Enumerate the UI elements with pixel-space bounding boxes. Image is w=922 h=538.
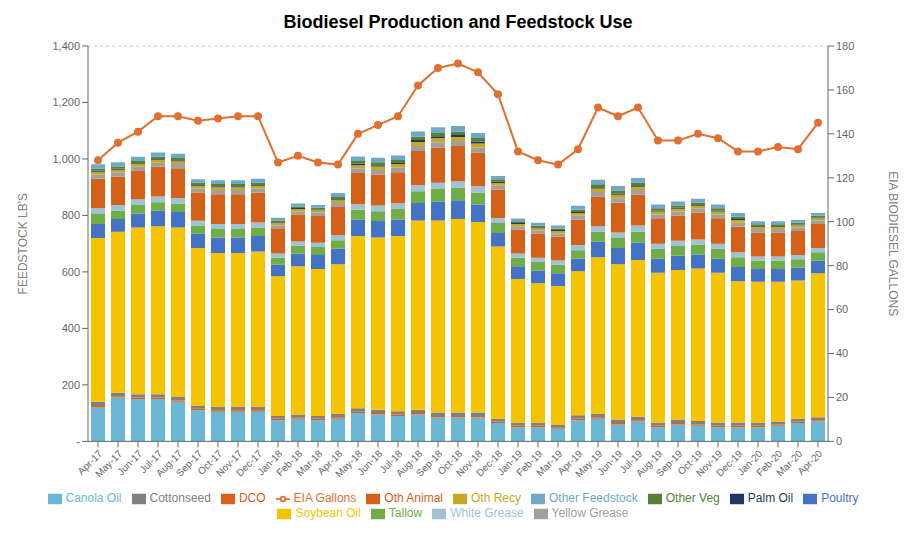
svg-text:Aug-18: Aug-18 [393, 448, 425, 479]
html-text:Canola Oil: Canola Oil [65, 491, 122, 506]
svg-text:Apr-17: Apr-17 [75, 448, 105, 477]
svg-text:200: 200 [62, 379, 80, 391]
svg-text:Aug-17: Aug-17 [153, 448, 185, 479]
svg-text:160: 160 [836, 84, 854, 96]
html-text:DCO: DCO [238, 491, 266, 506]
svg-text:60: 60 [836, 303, 848, 315]
svg-text:600: 600 [62, 266, 80, 278]
svg-text:80: 80 [836, 260, 848, 272]
svg-text:Apr-19: Apr-19 [555, 448, 585, 477]
svg-text:Jan-19: Jan-19 [495, 448, 525, 478]
html-text:EIA Gallons: EIA Gallons [293, 491, 357, 506]
html-text:Palm Oil: Palm Oil [747, 491, 794, 506]
svg-text:FEEDSTOCK LB'S: FEEDSTOCK LB'S [16, 193, 30, 294]
svg-text:Sep-19: Sep-19 [653, 448, 685, 479]
svg-text:120: 120 [836, 172, 854, 184]
svg-text:1,200: 1,200 [52, 96, 80, 108]
svg-text:Aug-19: Aug-19 [633, 448, 665, 479]
svg-text:Sep-18: Sep-18 [413, 448, 445, 479]
html-text:Other Veg: Other Veg [665, 491, 720, 506]
svg-text:-: - [76, 435, 80, 447]
svg-text:Jan-20: Jan-20 [735, 448, 765, 478]
svg-text:Mar-20: Mar-20 [774, 448, 805, 479]
html-text:Poultry: Poultry [821, 491, 859, 506]
html-text:Oth Recy: Oth Recy [471, 491, 521, 506]
html-text:Biodiesel Production and Feeds: Biodiesel Production and Feedstock Use [283, 12, 633, 32]
svg-text:Jun-17: Jun-17 [115, 448, 145, 478]
svg-text:Feb-19: Feb-19 [514, 448, 545, 479]
svg-text:Dec-17: Dec-17 [233, 448, 265, 479]
html-text:White Grease: White Grease [450, 506, 524, 521]
svg-text:40: 40 [836, 347, 848, 359]
svg-text:May-18: May-18 [333, 448, 365, 480]
svg-text:1,000: 1,000 [52, 153, 80, 165]
svg-text:Mar-18: Mar-18 [294, 448, 325, 479]
svg-text:Dec-18: Dec-18 [473, 448, 505, 479]
html-text:Yellow Grease: Yellow Grease [551, 506, 629, 521]
svg-text:EIA BIODIESEL GALLONS: EIA BIODIESEL GALLONS [886, 171, 900, 316]
svg-text:Nov-18: Nov-18 [453, 448, 485, 479]
svg-text:Apr-18: Apr-18 [315, 448, 345, 477]
html-text:Soybean Oil: Soybean Oil [295, 506, 361, 521]
svg-text:1,400: 1,400 [52, 40, 80, 52]
html-text:Oth Animal: Oth Animal [384, 491, 443, 506]
svg-text:Feb-18: Feb-18 [274, 448, 305, 479]
svg-text:May-17: May-17 [93, 448, 125, 480]
svg-text:20: 20 [836, 391, 848, 403]
svg-text:Jun-19: Jun-19 [595, 448, 625, 478]
svg-text:0: 0 [836, 435, 842, 447]
svg-text:180: 180 [836, 40, 854, 52]
html-text:Other Feedstock: Other Feedstock [549, 491, 638, 506]
svg-text:Dec-19: Dec-19 [713, 448, 745, 479]
svg-text:Oct-18: Oct-18 [435, 448, 465, 477]
html-text:Cottonseed: Cottonseed [149, 491, 211, 506]
svg-text:140: 140 [836, 128, 854, 140]
svg-text:May-19: May-19 [573, 448, 605, 480]
svg-text:Apr-20: Apr-20 [795, 448, 824, 477]
svg-text:Oct-19: Oct-19 [675, 448, 705, 477]
svg-text:Mar-19: Mar-19 [534, 448, 565, 479]
svg-text:Nov-17: Nov-17 [213, 448, 245, 479]
svg-text:Jun-18: Jun-18 [355, 448, 385, 478]
svg-text:Jul-17: Jul-17 [137, 448, 165, 475]
svg-text:Feb-20: Feb-20 [754, 448, 785, 479]
svg-text:Jan-18: Jan-18 [255, 448, 285, 478]
svg-text:Sep-17: Sep-17 [173, 448, 205, 479]
svg-text:Nov-19: Nov-19 [693, 448, 725, 479]
svg-text:Jul-19: Jul-19 [617, 448, 645, 475]
svg-text:Jul-18: Jul-18 [377, 448, 405, 475]
svg-text:Oct-17: Oct-17 [195, 448, 225, 477]
html-text:Tallow: Tallow [388, 506, 423, 521]
svg-text:400: 400 [62, 322, 80, 334]
svg-text:100: 100 [836, 216, 854, 228]
svg-text:800: 800 [62, 209, 80, 221]
